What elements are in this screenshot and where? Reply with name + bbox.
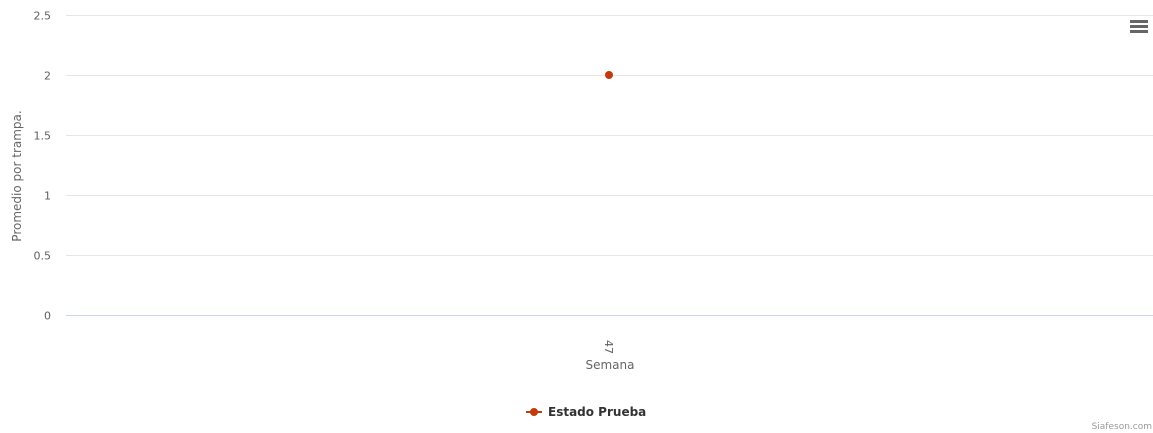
- legend-label: Estado Prueba: [548, 405, 646, 419]
- x-tick-label: 47: [602, 340, 615, 354]
- data-point[interactable]: [605, 71, 613, 79]
- y-tick-label: 1.5: [34, 130, 52, 143]
- y-tick-label: 2.5: [34, 10, 52, 23]
- x-tick-labels: 47: [602, 340, 615, 354]
- y-tick-label: 0: [44, 310, 51, 323]
- y-tick-label: 0.5: [34, 250, 52, 263]
- y-axis-title: Promedio por trampa.: [10, 110, 24, 241]
- y-tick-labels: 0 0.5 1 1.5 2 2.5: [34, 10, 52, 323]
- legend-marker-symbol: [530, 408, 538, 416]
- credits-link[interactable]: Siafeson.com: [1092, 422, 1152, 432]
- hamburger-menu-icon[interactable]: [1124, 14, 1148, 38]
- grid-lines: [66, 15, 1153, 316]
- x-axis-title: Semana: [585, 358, 634, 372]
- legend-item[interactable]: Estado Prueba: [526, 405, 646, 419]
- y-tick-label: 1: [44, 190, 51, 203]
- series-marks: [605, 71, 613, 79]
- y-tick-label: 2: [44, 70, 51, 83]
